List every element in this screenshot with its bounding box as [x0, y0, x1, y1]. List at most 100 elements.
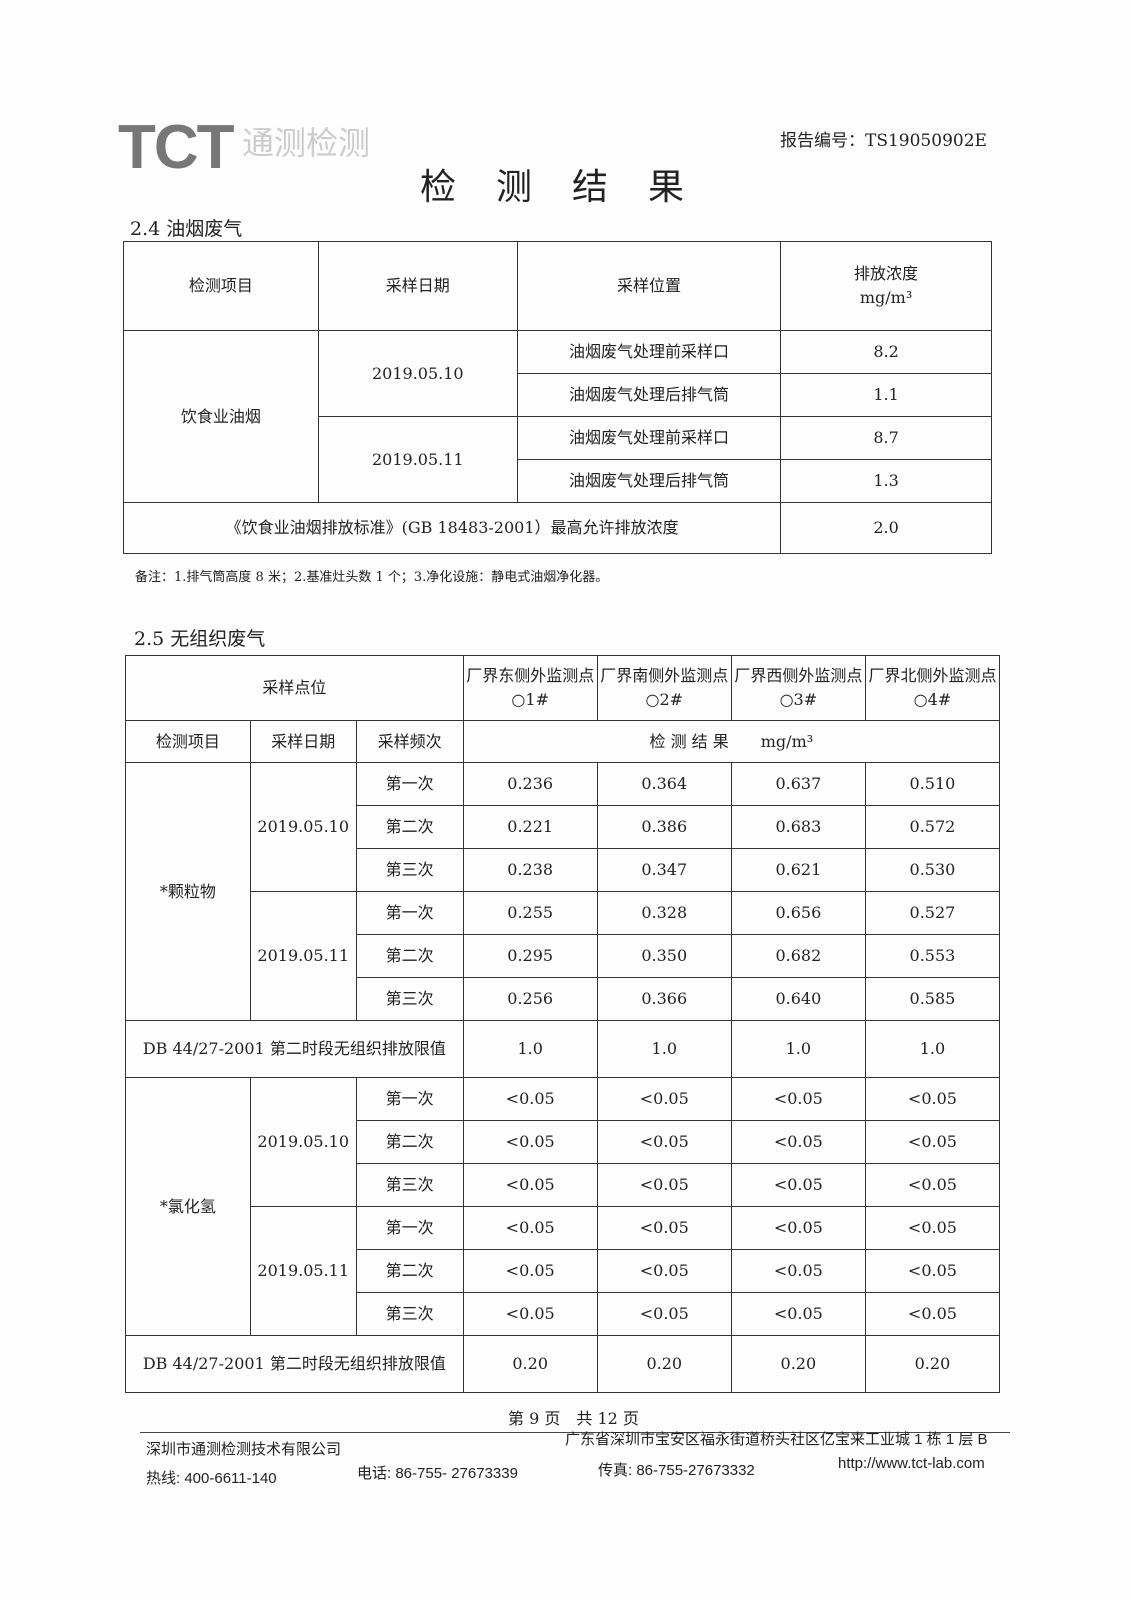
page-number: 第 9 页 共 12 页: [508, 1409, 639, 1428]
table-row: 油烟废气处理后排气筒 1.1: [124, 373, 992, 417]
value-cell: 0.350: [596, 934, 732, 978]
header-row: 检测项目 采样日期 采样频次检 测 结 果 mg/m³: [125, 720, 1001, 763]
header-item: 检测项目: [123, 241, 319, 331]
limit-value: 0.20: [596, 1335, 732, 1393]
frequency-cell: 第二次: [355, 934, 464, 978]
value-cell: 0.656: [730, 891, 866, 935]
value-cell: <0.05: [462, 1163, 598, 1207]
frequency-cell: 第三次: [355, 1163, 464, 1207]
value-cell: <0.05: [864, 1206, 1001, 1250]
value-cell: <0.05: [864, 1163, 1001, 1207]
value-cell: 0.236: [462, 762, 598, 806]
value-cell: <0.05: [864, 1249, 1001, 1293]
standard-cell: 《饮食业油烟排放标准》(GB 18483-2001）最高允许排放浓度: [122, 502, 782, 554]
position-cell: 油烟废气处理前采样口: [516, 330, 782, 374]
telephone: 电话: 86-755- 27673339: [357, 1465, 518, 1482]
limit-value: 0.20: [730, 1335, 866, 1393]
fugitive-gas-table: 采样点位 厂界东侧外监测点○1# 厂界南侧外监测点○2# 厂界西侧外监测点○3# 厂界北…: [125, 655, 1001, 1393]
standard-cell: DB 44/27-2001 第二时段无组织排放限值: [125, 1335, 464, 1393]
header-concentration: 排放浓度 mg/m³: [780, 241, 992, 331]
frequency-cell: 第一次: [355, 1206, 464, 1250]
page-title: 检测结果: [420, 167, 725, 208]
value-cell: 0.637: [730, 762, 866, 806]
date-cell: 2019.05.10: [317, 330, 518, 417]
date-cell: 2019.05.10: [249, 1077, 357, 1207]
section-2-4-title: 2.4 油烟废气: [130, 218, 243, 240]
header-frequency: 采样频次: [355, 720, 464, 763]
value-cell: <0.05: [864, 1292, 1001, 1336]
frequency-cell: 第一次: [355, 1077, 464, 1121]
limit-value: 1.0: [864, 1020, 1001, 1078]
value-cell: 1.3: [780, 459, 992, 503]
header-point-1: 厂界东侧外监测点○1#: [462, 655, 598, 721]
value-cell: 0.640: [730, 977, 866, 1021]
value-cell: <0.05: [864, 1120, 1001, 1164]
header-item: 检测项目: [125, 720, 251, 763]
frequency-cell: 第二次: [355, 805, 464, 849]
note: 备注：1.排气筒高度 8 米；2.基准灶头数 1 个；3.净化设施：静电式油烟净…: [135, 570, 609, 585]
value-cell: <0.05: [864, 1077, 1001, 1121]
frequency-cell: 第三次: [355, 977, 464, 1021]
value-cell: 0.530: [864, 848, 1001, 892]
value-cell: 0.347: [596, 848, 732, 892]
limit-value: 1.0: [462, 1020, 598, 1078]
value-cell: <0.05: [462, 1292, 598, 1336]
frequency-cell: 第二次: [355, 1120, 464, 1164]
value-cell: 0.527: [864, 891, 1001, 935]
header-row: 检测项目 采样日期 采样位置 排放浓度 mg/m³: [123, 241, 992, 331]
value-cell: <0.05: [730, 1206, 866, 1250]
value-cell: 0.221: [462, 805, 598, 849]
header-point-3: 厂界西侧外监测点○3#: [730, 655, 866, 721]
standard-row: DB 44/27-2001 第二时段无组织排放限值 0.20 0.20 0.20 0.2…: [125, 1335, 1001, 1393]
footer-divider: [140, 1432, 1010, 1433]
value-cell: 0.585: [864, 977, 1001, 1021]
value-cell: <0.05: [596, 1077, 732, 1121]
table-row: *颗粒物 2019.05.10 第一次 0.236 0.364 0.637 0.510: [125, 762, 1001, 1021]
company-address: 广东省深圳市宝安区福永街道桥头社区亿宝来工业城 1 栋 1 层 B: [565, 1431, 988, 1448]
limit-value: 1.0: [596, 1020, 732, 1078]
value-cell: <0.05: [730, 1249, 866, 1293]
header-date: 采样日期: [249, 720, 357, 763]
table-row: 第二次 <0.05 <0.05 <0.05 <0.05: [126, 1249, 1001, 1293]
value-cell: <0.05: [462, 1077, 598, 1121]
frequency-cell: 第二次: [355, 1249, 464, 1293]
value-cell: <0.05: [596, 1292, 732, 1336]
item-cell: *颗粒物: [125, 762, 251, 1021]
value-cell: 0.682: [730, 934, 866, 978]
limit-value: 1.0: [730, 1020, 866, 1078]
table-row: 饮食业油烟 2019.05.10 油烟废气处理前采样口 8.2: [123, 330, 992, 503]
standard-cell: DB 44/27-2001 第二时段无组织排放限值: [125, 1020, 464, 1078]
value-cell: 1.1: [780, 373, 992, 417]
value-cell: 8.2: [780, 330, 992, 374]
table-row: 第二次 0.295 0.350 0.682 0.553: [126, 934, 1001, 978]
value-cell: 0.621: [730, 848, 866, 892]
section-2-5-title: 2.5 无组织废气: [134, 628, 266, 650]
table-row: 第二次 <0.05 <0.05 <0.05 <0.05: [126, 1120, 1001, 1164]
value-cell: 0.510: [864, 762, 1001, 806]
date-cell: 2019.05.11: [317, 416, 518, 503]
header-point-2: 厂界南侧外监测点○2#: [596, 655, 732, 721]
table-row: 2019.05.11 油烟废气处理前采样口 8.7: [124, 416, 992, 503]
header-concentration-label: 排放浓度: [854, 264, 919, 283]
frequency-cell: 第三次: [355, 848, 464, 892]
value-cell: 0.386: [596, 805, 732, 849]
table-row: 2019.05.11 第一次 0.255 0.328 0.656 0.527: [126, 891, 1001, 1021]
table-row: 第三次 <0.05 <0.05 <0.05 <0.05: [126, 1292, 1001, 1336]
value-cell: <0.05: [730, 1292, 866, 1336]
standard-row: DB 44/27-2001 第二时段无组织排放限值 1.0 1.0 1.0 1.0: [125, 1020, 1001, 1078]
value-cell: <0.05: [596, 1120, 732, 1164]
header-date: 采样日期: [317, 241, 518, 331]
value-cell: <0.05: [596, 1249, 732, 1293]
value-cell: <0.05: [730, 1077, 866, 1121]
header-sampling-point: 采样点位: [125, 655, 464, 721]
value-cell: <0.05: [596, 1206, 732, 1250]
value-cell: 0.238: [462, 848, 598, 892]
unit: mg/m³: [859, 288, 913, 307]
value-cell: 0.256: [462, 977, 598, 1021]
position-cell: 油烟废气处理前采样口: [516, 416, 782, 460]
oil-fume-table: 检测项目 采样日期 采样位置 排放浓度 mg/m³ 饮食业油烟 2019.05.10 油烟废气…: [122, 241, 992, 554]
date-cell: 2019.05.11: [249, 891, 357, 1021]
website: http://www.tct-lab.com: [838, 1455, 985, 1472]
frequency-cell: 第一次: [355, 891, 464, 935]
